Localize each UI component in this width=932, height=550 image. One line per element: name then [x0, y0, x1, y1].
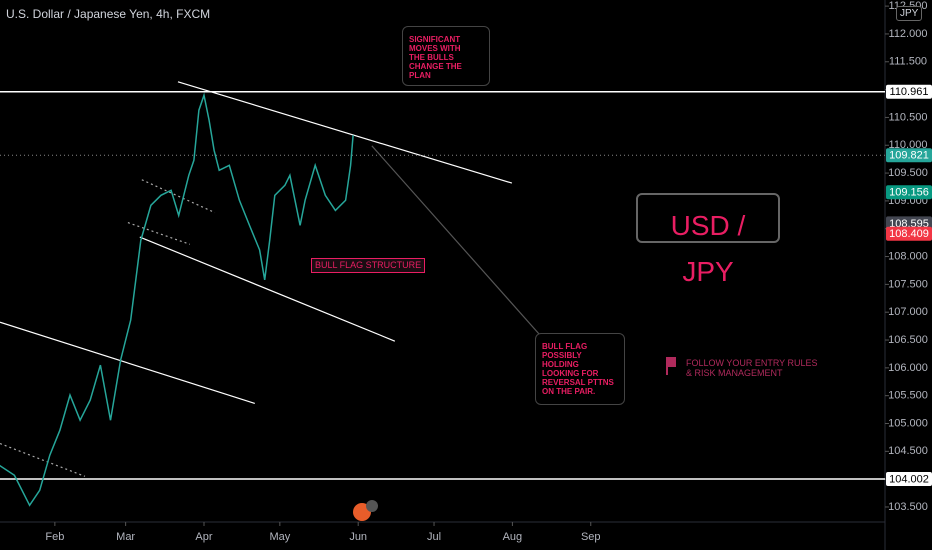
price-marker-label: 109.156: [889, 187, 929, 199]
price-marker: [886, 148, 932, 163]
chart-title: U.S. Dollar / Japanese Yen, 4h, FXCM: [6, 7, 211, 21]
y-tick-label: 111.500: [889, 56, 927, 68]
y-tick-label: 112.000: [889, 28, 928, 40]
y-tick-label: 106.000: [888, 362, 928, 374]
y-tick-label: 103.500: [888, 501, 928, 513]
y-tick-label: 109.500: [888, 167, 928, 179]
price-axis-background: [885, 0, 932, 550]
price-marker: [886, 472, 932, 487]
price-line-series: [0, 92, 354, 507]
trend-line: [0, 321, 255, 405]
y-tick-label: 104.500: [888, 445, 928, 457]
price-marker-label: 108.409: [889, 228, 929, 240]
trend-line: [0, 442, 86, 477]
x-tick-label: May: [269, 531, 290, 543]
x-tick-label: Jun: [349, 531, 367, 543]
y-tick-label: 105.000: [888, 417, 928, 429]
y-tick-label: 110.500: [889, 111, 928, 123]
price-marker: [886, 185, 932, 200]
flag-icon: [666, 357, 676, 367]
annotation: BULL FLAG STRUCTURE: [311, 258, 426, 273]
trend-line: [139, 236, 396, 342]
trend-line: [141, 179, 216, 214]
annotation: FOLLOW YOUR ENTRY RULES & RISK MANAGEMEN…: [686, 358, 818, 378]
event-icon[interactable]: [366, 500, 378, 512]
trend-line: [371, 145, 541, 336]
x-tick-label: Mar: [116, 531, 135, 543]
x-tick-label: Aug: [503, 531, 523, 543]
y-tick-label: 107.500: [888, 278, 928, 290]
x-tick-label: Feb: [45, 531, 64, 543]
trend-line: [177, 81, 513, 184]
currency-label[interactable]: JPY: [896, 6, 923, 21]
annotation: BULL FLAG POSSIBLY HOLDING LOOKING FOR R…: [535, 333, 625, 405]
y-tick-label: 107.000: [888, 306, 928, 318]
price-marker: [886, 84, 932, 99]
x-tick-label: Apr: [195, 531, 212, 543]
symbol-label: USD / JPY: [636, 193, 780, 287]
y-tick-label: 110.000: [889, 139, 928, 151]
trend-line: [127, 222, 191, 245]
price-marker-label: 109.821: [889, 150, 929, 162]
price-marker-label: 104.002: [889, 473, 929, 485]
annotation: SIGNIFICANT MOVES WITH THE BULLS CHANGE …: [402, 26, 490, 86]
price-marker: [886, 226, 932, 241]
x-tick-label: Sep: [581, 531, 601, 543]
price-marker-label: 110.961: [890, 86, 929, 98]
y-tick-label: 105.500: [888, 390, 928, 402]
y-tick-label: 108.000: [888, 250, 928, 262]
y-tick-label: 106.500: [888, 334, 928, 346]
x-tick-label: Jul: [427, 531, 441, 543]
